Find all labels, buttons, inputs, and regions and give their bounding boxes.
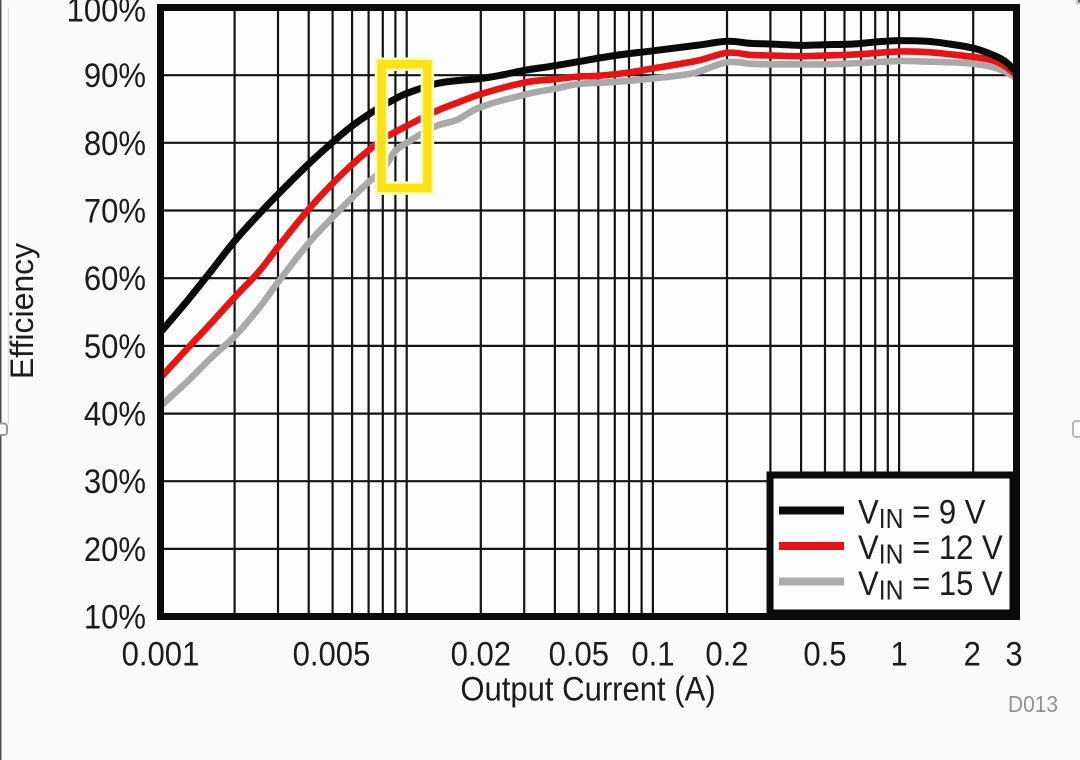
svg-text:D013: D013	[1008, 691, 1058, 717]
svg-text:0.05: 0.05	[549, 634, 609, 673]
svg-text:0.1: 0.1	[631, 634, 674, 673]
svg-text:10%: 10%	[84, 597, 146, 636]
svg-text:60%: 60%	[84, 259, 146, 298]
svg-text:40%: 40%	[84, 394, 146, 433]
svg-text:0.02: 0.02	[451, 634, 511, 673]
svg-text:VIN = 12 V: VIN = 12 V	[858, 528, 1003, 570]
svg-text:Output Current (A): Output Current (A)	[460, 669, 715, 708]
svg-text:80%: 80%	[84, 123, 146, 162]
svg-text:70%: 70%	[84, 191, 146, 230]
svg-text:1: 1	[890, 634, 907, 673]
svg-text:0.2: 0.2	[705, 634, 748, 673]
svg-text:20%: 20%	[84, 529, 146, 568]
svg-text:30%: 30%	[84, 462, 146, 501]
svg-text:0.001: 0.001	[122, 634, 200, 673]
svg-text:50%: 50%	[84, 326, 146, 365]
svg-text:2: 2	[964, 634, 981, 673]
svg-text:0.5: 0.5	[803, 634, 846, 673]
svg-text:90%: 90%	[84, 56, 146, 95]
svg-text:100%: 100%	[67, 0, 146, 29]
svg-text:0.005: 0.005	[293, 634, 371, 673]
svg-text:3: 3	[1005, 634, 1022, 673]
svg-text:Efficiency: Efficiency	[4, 243, 40, 379]
